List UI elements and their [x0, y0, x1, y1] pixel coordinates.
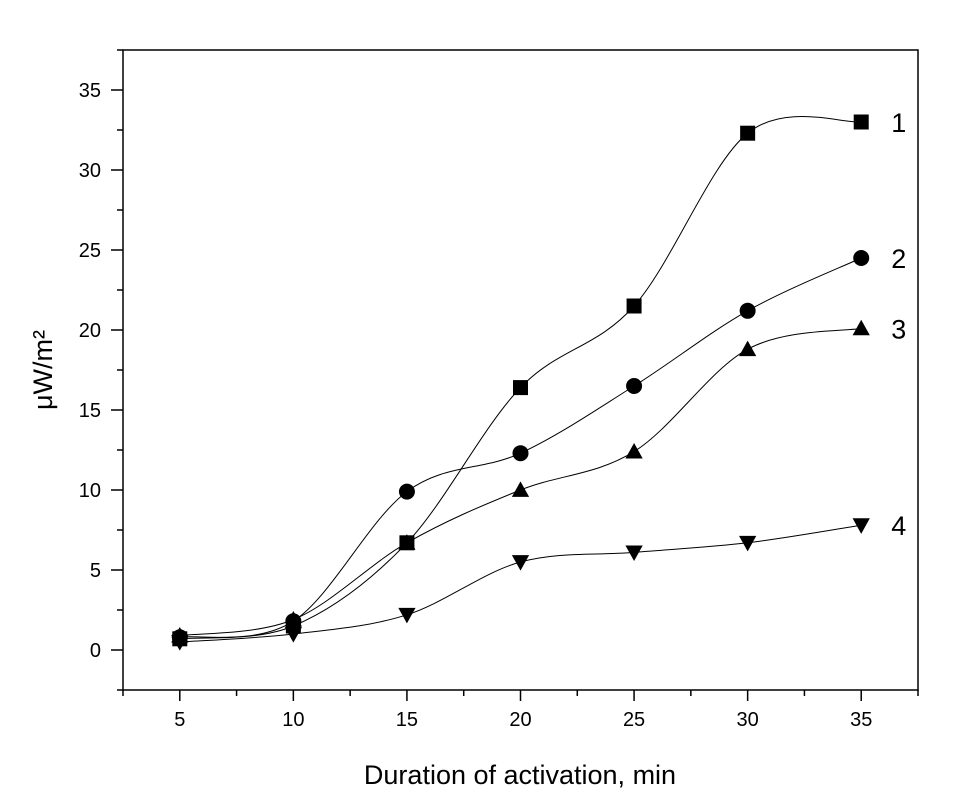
point	[853, 250, 870, 266]
point	[739, 302, 756, 319]
point	[739, 535, 757, 552]
y-tick-label: 35	[79, 80, 101, 102]
y-tick-label: 0	[90, 640, 101, 662]
y-tick-label: 30	[79, 160, 101, 182]
x-tick-label: 30	[737, 709, 759, 731]
x-tick-label: 35	[850, 709, 872, 731]
series-line	[179, 524, 862, 643]
series-label: 4	[891, 511, 906, 541]
x-tick-label: 5	[174, 709, 185, 731]
point	[740, 125, 756, 141]
series-label: 1	[891, 108, 906, 138]
point	[625, 442, 643, 459]
y-tick-label: 10	[79, 480, 101, 502]
point	[853, 114, 869, 130]
point	[626, 298, 642, 314]
point	[284, 627, 302, 643]
plot-frame	[122, 49, 919, 691]
point	[398, 483, 415, 500]
point	[852, 319, 870, 336]
point	[513, 380, 528, 396]
x-tick-label: 20	[509, 709, 531, 731]
x-tick-label: 15	[396, 709, 418, 731]
point	[171, 635, 189, 651]
point	[284, 610, 302, 627]
y-tick-label: 20	[79, 320, 101, 342]
y-tick-label: 5	[90, 560, 101, 582]
y-tick-label: 15	[79, 400, 101, 422]
series-label: 2	[891, 244, 906, 274]
point	[398, 534, 416, 550]
point	[511, 481, 530, 497]
x-axis-label: Duration of activation, min	[364, 760, 676, 790]
point	[511, 555, 530, 571]
point	[739, 340, 757, 357]
point	[398, 607, 416, 624]
point	[512, 445, 529, 462]
series-label: 3	[891, 314, 906, 344]
point	[625, 545, 643, 562]
point	[626, 378, 643, 394]
point	[852, 518, 870, 534]
y-tick-label: 25	[79, 240, 101, 262]
y-axis-label: μW/m²	[28, 330, 58, 410]
x-tick-label: 10	[282, 709, 304, 731]
x-tick-label: 25	[623, 709, 645, 731]
